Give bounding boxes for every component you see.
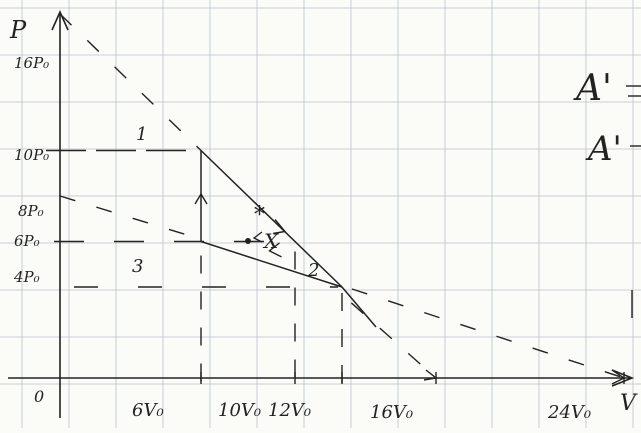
x-tick-label-24v0: 24V₀ — [547, 402, 591, 423]
dashed-line-16p0-to-1 — [59, 13, 202, 152]
arrow-1-to-2-icon — [272, 219, 287, 235]
x-tick-label-16v0: 16V₀ — [370, 402, 413, 423]
x-tick-label-6v0: 6V₀ — [132, 400, 164, 421]
arrow-2-to-3-icon — [268, 242, 282, 258]
process-line-2-to-3 — [200, 240, 343, 288]
process-lines — [200, 149, 377, 328]
construction-dashed-lines — [46, 13, 625, 390]
dashed-line-2-to-24v0 — [351, 288, 625, 379]
margin-marks — [626, 85, 641, 318]
process-line-1-to-2 — [200, 149, 343, 288]
x-tick-label-10v0: 10V₀ — [218, 400, 261, 421]
arrow-3-to-1-icon — [194, 192, 208, 205]
y-tick-label-8p0: 8P₀ — [18, 202, 44, 220]
point-x-dot — [245, 238, 251, 244]
dashed-line-2-to-16v0 — [350, 302, 437, 379]
x-axis-arrow-icon — [611, 369, 635, 387]
x-pointer-arrow-icon — [252, 231, 263, 243]
point-label-2: 2 — [307, 260, 319, 281]
dashed-line-8p0-to-3 — [59, 195, 202, 240]
point-label-3: 3 — [132, 256, 143, 277]
margin-text-a-prime-1: A' — [573, 68, 612, 109]
margin-text-a-prime-2: A' — [585, 129, 622, 169]
point-label-x: X — [262, 229, 279, 253]
x-axis-label: V — [620, 391, 638, 416]
point-label-1: 1 — [136, 124, 147, 145]
direction-arrows — [194, 192, 626, 385]
y-axis-arrow-icon — [51, 10, 69, 31]
y-tick-label-10p0: 10P₀ — [14, 146, 49, 164]
point-star-mark: * — [254, 203, 265, 228]
y-axis-label: P — [9, 16, 27, 44]
axes — [8, 10, 635, 418]
y-tick-label-4p0: 4P₀ — [13, 268, 40, 286]
y-tick-label-6p0: 6P₀ — [14, 232, 40, 250]
process-line-extension — [341, 286, 377, 328]
y-tick-label-16p0: 16P₀ — [14, 54, 49, 72]
x-tick-label-12v0: 12V₀ — [268, 400, 311, 421]
origin-label: 0 — [34, 387, 44, 406]
